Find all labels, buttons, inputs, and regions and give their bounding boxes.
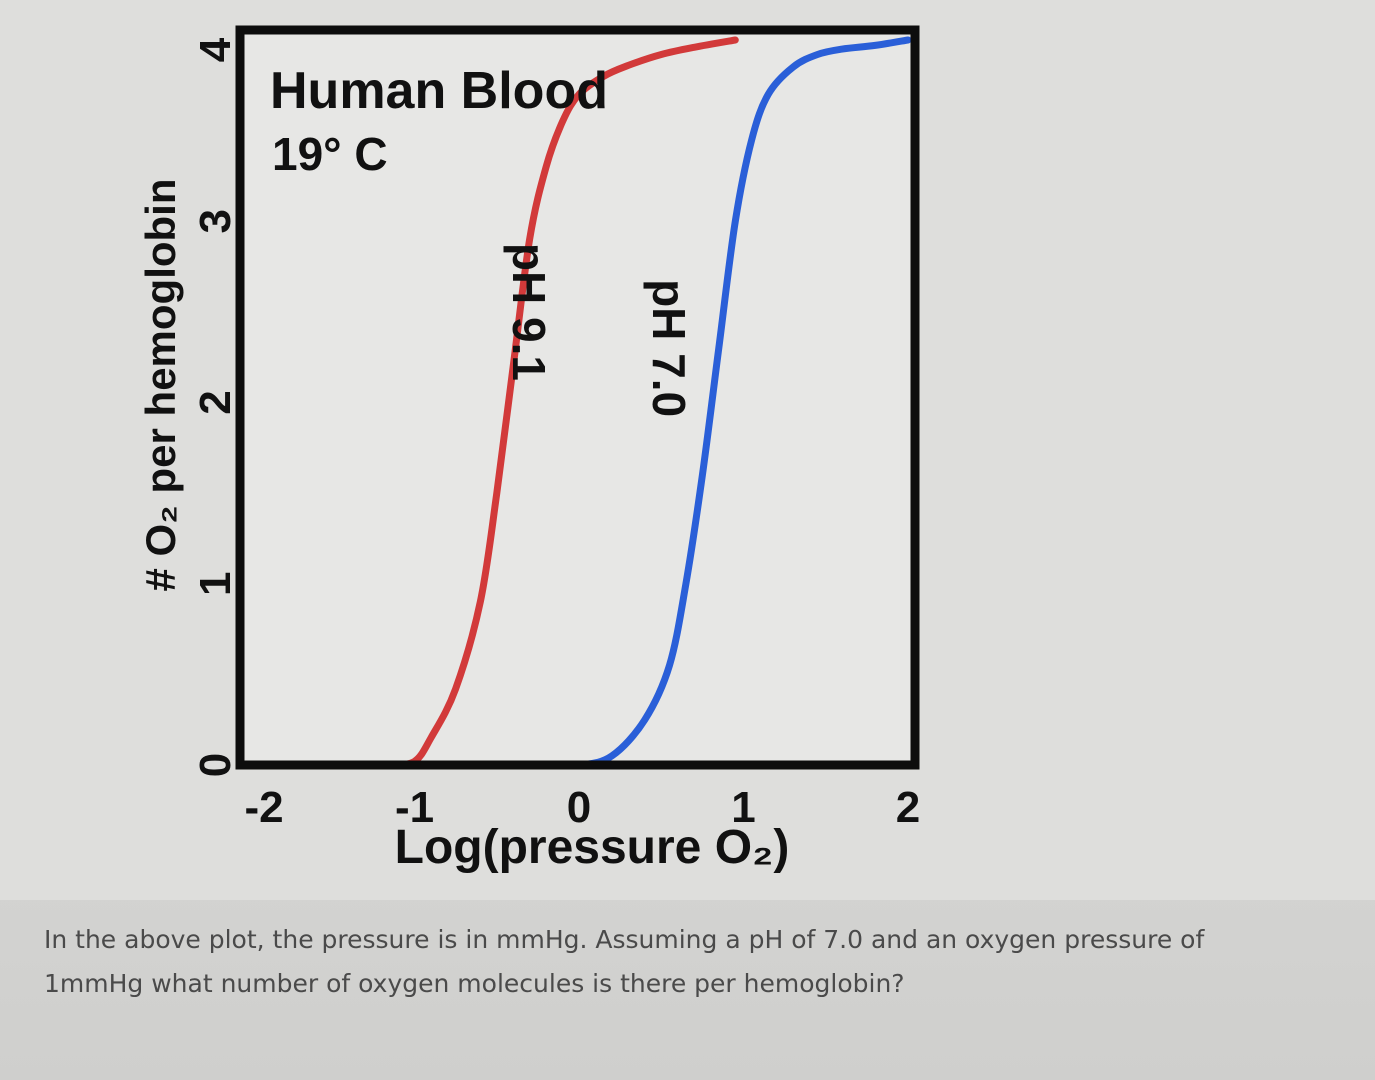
plot-frame: [235, 25, 920, 770]
x-axis-label: Log(pressure O₂): [395, 821, 790, 874]
y-tick-label: 3: [191, 209, 240, 233]
series-layer: [386, 36, 912, 770]
series-label-ph-9-1: pH 9.1: [503, 243, 555, 381]
x-tick-label: -1: [395, 783, 434, 832]
series-line-ph-9-1: [386, 36, 739, 769]
x-tick-label: 2: [896, 783, 920, 832]
y-axis-label: # O₂ per hemoglobin: [137, 178, 184, 591]
series-labels: pH 9.1 pH 7.0: [503, 243, 695, 417]
x-tick-label: 1: [731, 783, 755, 832]
oxygen-binding-chart: -2 -1 0 1 2 0 1 2 3 4 Human Blood 19° C Log(pres…: [137, 25, 921, 874]
y-tick-label: 1: [191, 572, 240, 596]
y-tick-label: 2: [191, 390, 240, 414]
x-tick-label: -2: [244, 783, 283, 832]
series-label-ph-7-0: pH 7.0: [643, 279, 695, 417]
plot-area: [240, 30, 915, 765]
y-tick-labels: 0 1 2 3 4: [191, 37, 240, 777]
series-line-ph-7-0: [534, 36, 912, 770]
x-tick-labels: -2 -1 0 1 2: [244, 783, 920, 832]
question-line-1: In the above plot, the pressure is in mm…: [44, 925, 1205, 954]
chart-title: Human Blood: [270, 62, 608, 120]
x-tick-label: 0: [567, 783, 591, 832]
chart-subtitle: 19° C: [272, 128, 388, 180]
question-text: In the above plot, the pressure is in mm…: [44, 918, 1334, 1006]
question-line-2: 1mmHg what number of oxygen molecules is…: [44, 969, 905, 998]
y-tick-label: 4: [191, 37, 240, 62]
y-tick-label: 0: [191, 753, 240, 777]
